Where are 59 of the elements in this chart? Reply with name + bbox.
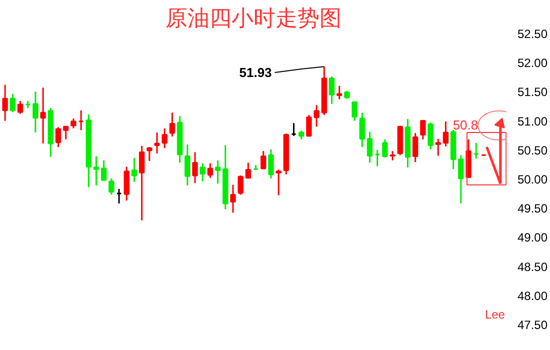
candlestick xyxy=(366,131,373,164)
candlestick xyxy=(390,150,396,162)
y-tick-label: 51.00 xyxy=(518,114,548,128)
y-tick-label: 48.00 xyxy=(518,288,548,303)
candlestick xyxy=(146,146,152,162)
y-tick-label: 47.50 xyxy=(518,318,548,332)
candlestick xyxy=(32,90,38,134)
candlestick xyxy=(169,112,176,138)
candlestick xyxy=(420,119,426,140)
candlestick xyxy=(428,122,434,150)
y-tick-label: 49.00 xyxy=(518,230,548,245)
annotation: 51.93 xyxy=(239,64,272,80)
candlestick xyxy=(192,151,198,184)
candlestick xyxy=(184,144,190,186)
candlestick xyxy=(276,168,282,196)
candlestick xyxy=(359,112,365,148)
candlestick xyxy=(10,93,16,113)
candlestick xyxy=(245,162,252,180)
candlestick xyxy=(352,101,358,122)
candlestick xyxy=(63,125,69,140)
candlestick xyxy=(238,174,244,196)
candlestick xyxy=(230,184,236,214)
candlestick xyxy=(93,156,100,186)
y-tick-label: 51.50 xyxy=(518,85,548,100)
candlestick xyxy=(124,166,130,202)
y-tick-label: 52.00 xyxy=(518,56,548,70)
candlestick xyxy=(154,132,160,154)
candlestick xyxy=(314,104,320,128)
candlestick xyxy=(162,128,168,149)
candlestick xyxy=(268,148,274,180)
candlestick xyxy=(200,162,206,182)
candlestick xyxy=(55,126,62,148)
candlestick xyxy=(382,138,388,158)
chart-title: 原油四小时走势图 xyxy=(166,6,342,30)
candlestick xyxy=(70,118,76,130)
candlestick xyxy=(306,114,312,138)
candlestick xyxy=(207,162,214,179)
y-tick-label: 48.50 xyxy=(518,260,548,274)
candlestick xyxy=(108,178,114,196)
y-tick-label: 52.50 xyxy=(518,27,548,41)
y-tick-label: 50.00 xyxy=(518,172,548,186)
y-tick-label: 49.50 xyxy=(518,202,548,216)
y-tick-label: 50.50 xyxy=(518,143,548,158)
candlestick xyxy=(100,160,107,182)
candlestick xyxy=(458,154,464,204)
candlestick xyxy=(336,85,342,100)
candlestick xyxy=(442,120,449,148)
annotation: 50.8 xyxy=(452,117,478,132)
candlestick xyxy=(412,132,418,163)
candlestick xyxy=(131,157,138,183)
candlestick xyxy=(328,76,335,105)
candlestick xyxy=(2,84,8,122)
candlestick xyxy=(435,138,441,156)
candlestick xyxy=(17,100,24,115)
candlestick xyxy=(214,160,221,184)
candlestick xyxy=(40,86,46,144)
annotation: Lee xyxy=(484,308,506,322)
candlestick xyxy=(138,145,145,222)
candlestick xyxy=(260,150,266,170)
